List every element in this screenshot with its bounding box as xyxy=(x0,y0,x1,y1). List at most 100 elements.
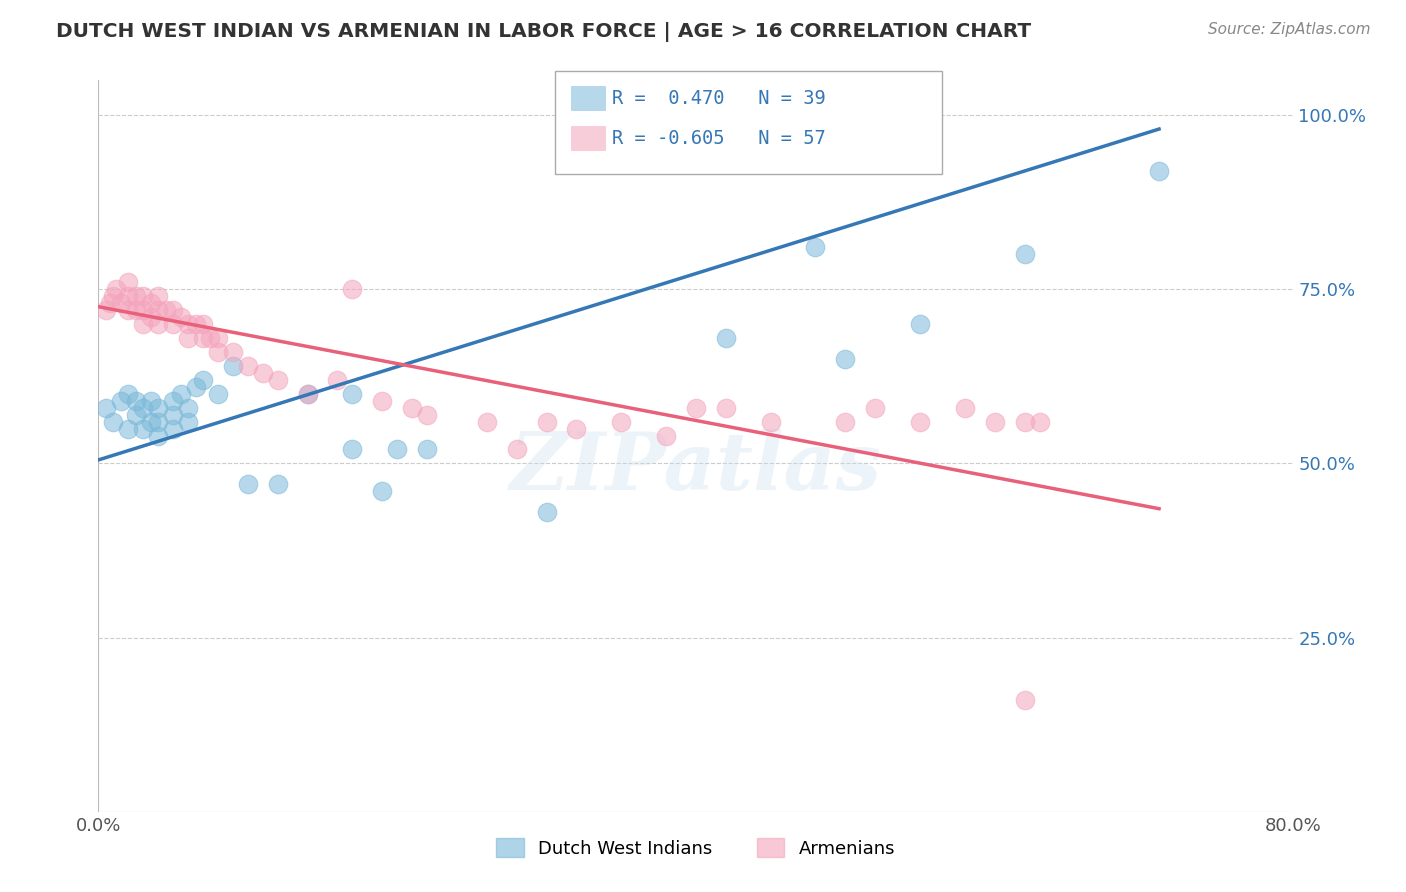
Point xyxy=(117,275,139,289)
Point xyxy=(222,359,245,373)
Point xyxy=(565,421,588,435)
Point xyxy=(908,317,931,331)
Point xyxy=(834,351,856,366)
Point xyxy=(655,428,678,442)
Point xyxy=(371,393,394,408)
Point xyxy=(536,415,558,429)
Point xyxy=(148,317,170,331)
Point xyxy=(714,331,737,345)
Point xyxy=(297,386,319,401)
Point xyxy=(207,345,229,359)
Point xyxy=(110,393,132,408)
Point xyxy=(342,442,364,457)
Point xyxy=(94,303,117,318)
Point xyxy=(162,303,184,318)
Point xyxy=(506,442,529,457)
Point xyxy=(385,442,409,457)
Point xyxy=(834,415,856,429)
Point xyxy=(804,240,827,254)
Point xyxy=(103,415,125,429)
Point xyxy=(148,401,170,415)
Point xyxy=(105,282,128,296)
Text: ZIPatlas: ZIPatlas xyxy=(510,429,882,507)
Point xyxy=(416,408,439,422)
Point xyxy=(94,401,117,415)
Point xyxy=(252,366,274,380)
Point xyxy=(125,408,148,422)
Point xyxy=(1014,415,1036,429)
Point xyxy=(125,393,148,408)
Point xyxy=(191,331,214,345)
Point xyxy=(177,415,200,429)
Point xyxy=(139,415,162,429)
Point xyxy=(117,386,139,401)
Point xyxy=(342,282,364,296)
Point xyxy=(148,289,170,303)
Point xyxy=(267,477,290,491)
Point xyxy=(416,442,439,457)
Point xyxy=(117,421,139,435)
Point xyxy=(139,310,162,325)
Point xyxy=(148,415,170,429)
Point xyxy=(1014,247,1036,261)
Point xyxy=(132,289,155,303)
Point xyxy=(536,505,558,519)
Point xyxy=(865,401,887,415)
Point xyxy=(267,373,290,387)
Point xyxy=(162,393,184,408)
Point xyxy=(184,380,207,394)
Point xyxy=(191,317,214,331)
Point xyxy=(98,296,122,310)
Legend: Dutch West Indians, Armenians: Dutch West Indians, Armenians xyxy=(489,831,903,865)
Point xyxy=(162,317,184,331)
Point xyxy=(1147,164,1170,178)
Point xyxy=(132,303,155,318)
Point xyxy=(222,345,245,359)
Text: DUTCH WEST INDIAN VS ARMENIAN IN LABOR FORCE | AGE > 16 CORRELATION CHART: DUTCH WEST INDIAN VS ARMENIAN IN LABOR F… xyxy=(56,22,1032,42)
Point xyxy=(610,415,633,429)
Point xyxy=(184,317,207,331)
Point xyxy=(117,289,139,303)
Point xyxy=(908,415,931,429)
Point xyxy=(207,386,229,401)
Point xyxy=(371,484,394,499)
Point xyxy=(155,303,177,318)
Point xyxy=(177,401,200,415)
Point xyxy=(103,289,125,303)
Point xyxy=(162,408,184,422)
Point xyxy=(110,296,132,310)
Point xyxy=(191,373,214,387)
Point xyxy=(759,415,782,429)
Point xyxy=(1014,693,1036,707)
Point xyxy=(326,373,349,387)
Point xyxy=(177,331,200,345)
Point xyxy=(132,317,155,331)
Point xyxy=(475,415,498,429)
Point xyxy=(169,310,191,325)
Point xyxy=(148,428,170,442)
Point xyxy=(132,421,155,435)
Point xyxy=(236,477,259,491)
Point xyxy=(685,401,707,415)
Point xyxy=(177,317,200,331)
Point xyxy=(200,331,222,345)
Point xyxy=(139,393,162,408)
Point xyxy=(714,401,737,415)
Point xyxy=(125,303,148,318)
Text: R = -0.605   N = 57: R = -0.605 N = 57 xyxy=(612,128,825,148)
Point xyxy=(984,415,1007,429)
Point xyxy=(139,296,162,310)
Point xyxy=(953,401,976,415)
Point xyxy=(132,401,155,415)
Point xyxy=(207,331,229,345)
Point xyxy=(401,401,423,415)
Point xyxy=(169,386,191,401)
Point xyxy=(148,303,170,318)
Point xyxy=(297,386,319,401)
Point xyxy=(125,289,148,303)
Point xyxy=(117,303,139,318)
Point xyxy=(236,359,259,373)
Point xyxy=(1028,415,1050,429)
Point xyxy=(162,421,184,435)
Text: Source: ZipAtlas.com: Source: ZipAtlas.com xyxy=(1208,22,1371,37)
